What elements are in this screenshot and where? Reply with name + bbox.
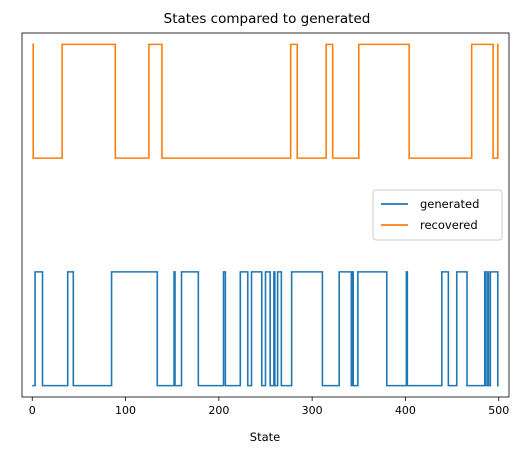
chart-title: States compared to generated xyxy=(164,11,371,27)
legend-label-recovered: recovered xyxy=(420,218,478,232)
x-tick-label: 500 xyxy=(488,404,509,417)
series-line-generated xyxy=(32,271,499,387)
x-tick-label: 300 xyxy=(302,404,323,417)
x-tick-label: 200 xyxy=(208,404,229,417)
x-tick-label: 100 xyxy=(115,404,136,417)
series-line-recovered xyxy=(32,43,499,159)
legend: generated recovered xyxy=(372,189,503,241)
legend-label-generated: generated xyxy=(420,197,479,211)
plot-lines xyxy=(32,43,499,387)
legend-box xyxy=(372,189,503,241)
plot-frame xyxy=(21,32,510,398)
x-axis-label: State xyxy=(250,430,280,444)
x-axis-ticks: 0 100 200 300 400 500 xyxy=(29,397,509,417)
x-tick-label: 400 xyxy=(395,404,416,417)
x-tick-label: 0 xyxy=(29,404,36,417)
